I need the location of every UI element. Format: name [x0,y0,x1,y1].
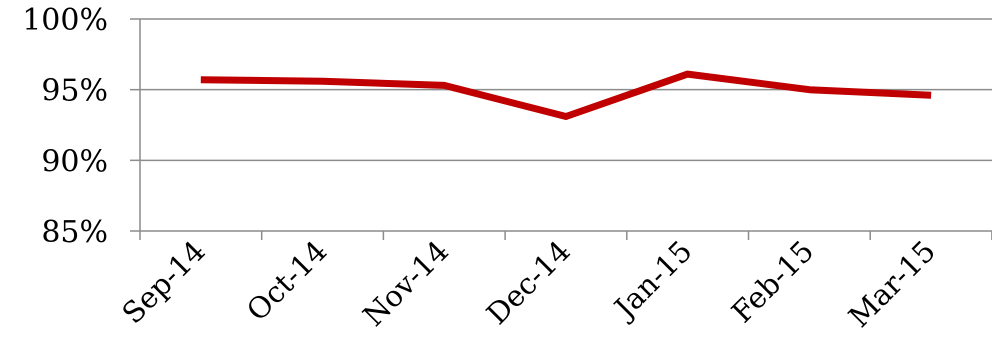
x-tick-labels: Sep-14 Oct-14 Nov-14 Dec-14 Jan-15 Feb-15 Mar-… [115,234,942,334]
axes [130,18,992,240]
x-tick-label: Sep-14 [115,234,211,330]
y-tick-label: 95% [41,74,108,109]
y-tick-label: 90% [41,144,108,179]
x-tick-label: Jan-15 [606,234,699,327]
x-tick-label: Nov-14 [356,234,455,333]
y-tick-label: 100% [22,3,108,38]
series [200,70,932,120]
x-tick-label: Dec-14 [480,234,577,331]
y-tick-label: 85% [41,215,108,250]
x-tick-label: Mar-15 [842,234,942,334]
x-tick-label: Oct-14 [240,234,334,328]
y-tick-labels: 85% 90% 95% 100% [22,3,108,250]
series-line [200,70,932,120]
x-tick-label: Feb-15 [725,234,820,329]
